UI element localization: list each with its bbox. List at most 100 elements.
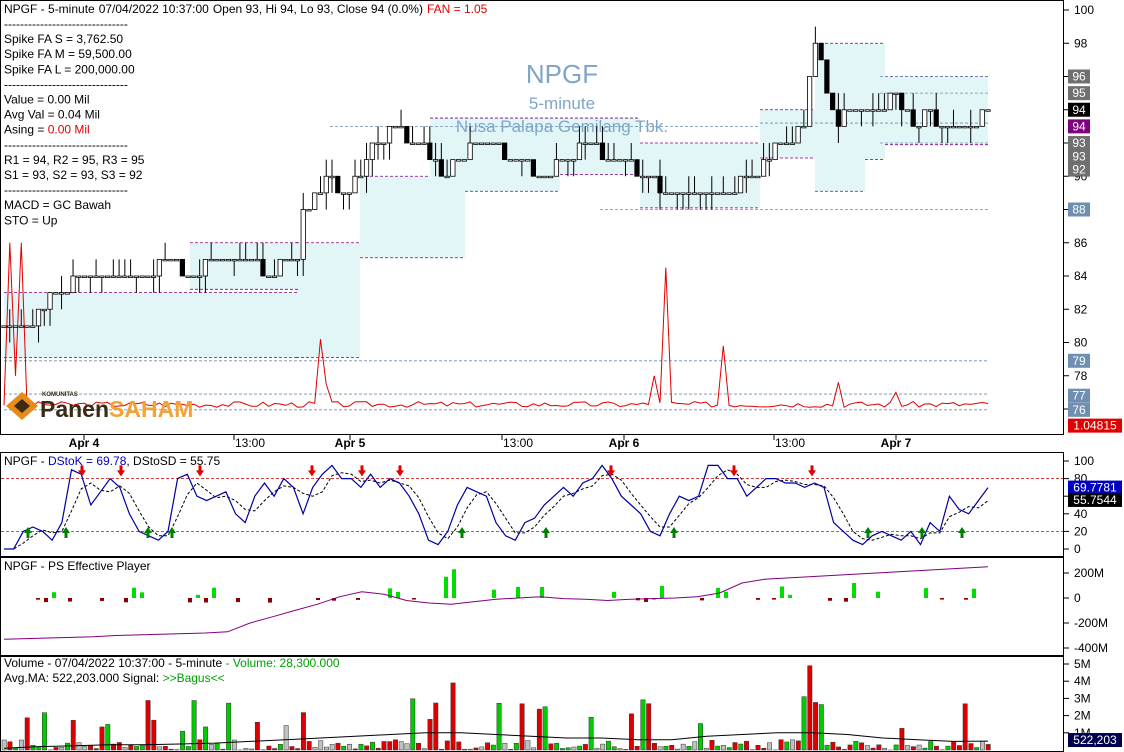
info-line: S1 = 93, S2 = 93, S3 = 92 bbox=[4, 168, 143, 182]
volume-tick-label: 4M bbox=[1074, 674, 1091, 688]
logo-word-panen: Panen bbox=[40, 396, 109, 422]
stoch-k-badge bbox=[1068, 480, 1122, 495]
candle-body bbox=[427, 142, 433, 161]
price-badge-label: 94 bbox=[1072, 103, 1086, 117]
volume-bar bbox=[116, 742, 122, 751]
volume-bar bbox=[893, 744, 899, 751]
volume-bar bbox=[277, 744, 283, 751]
header-fan: FAN = 1.05 bbox=[427, 2, 488, 16]
buy-arrow bbox=[864, 527, 872, 538]
sell-arrow bbox=[196, 465, 204, 477]
volume-bar bbox=[922, 747, 928, 751]
ps-bar bbox=[772, 598, 776, 600]
time-axis-area bbox=[0, 435, 1064, 452]
candle-body bbox=[358, 175, 364, 179]
candle-body bbox=[254, 258, 260, 262]
sell-arrow bbox=[308, 465, 316, 477]
stoch-panel-frame bbox=[0, 452, 1064, 557]
candle-body bbox=[248, 258, 255, 262]
volume-bar bbox=[358, 743, 364, 751]
info-line-text: Spike FA S = 3,762.50 bbox=[4, 32, 123, 46]
candle-body bbox=[386, 125, 393, 144]
volume-bar bbox=[496, 703, 502, 751]
candle-body bbox=[93, 275, 99, 278]
candle-body bbox=[312, 192, 318, 210]
volume-bar bbox=[76, 742, 82, 751]
volume-bar bbox=[864, 745, 870, 751]
volume-bar bbox=[162, 745, 168, 751]
candle-body bbox=[421, 142, 427, 145]
candle-body bbox=[519, 159, 525, 162]
volume-bar bbox=[594, 747, 600, 751]
stoch-tick-label: 40 bbox=[1074, 507, 1088, 521]
volume-bar bbox=[767, 742, 772, 751]
stoch-tick-label: 20 bbox=[1074, 524, 1088, 538]
candle-body bbox=[214, 258, 220, 262]
price-badge-label: 76 bbox=[1072, 403, 1086, 417]
candle-body bbox=[64, 292, 70, 295]
candle-body bbox=[576, 142, 583, 161]
price-axis: 1009896949290888684828078769695949493939… bbox=[1064, 3, 1122, 433]
price-badge bbox=[1068, 388, 1090, 403]
candle-body bbox=[237, 258, 243, 262]
volume-bar bbox=[168, 748, 174, 751]
volume-bar bbox=[945, 745, 951, 751]
candle-body bbox=[346, 192, 352, 195]
candle-body bbox=[720, 192, 726, 195]
candle-body bbox=[30, 325, 36, 328]
ps-bar bbox=[396, 591, 400, 598]
candle-body bbox=[340, 192, 347, 195]
volume-bar bbox=[30, 744, 36, 751]
volume-bar bbox=[387, 741, 393, 751]
info-line-text: S1 = 93, S2 = 93, S3 = 92 bbox=[4, 168, 143, 182]
volume-bar bbox=[692, 741, 698, 751]
candle-body bbox=[197, 275, 203, 278]
band-segment bbox=[4, 292, 298, 358]
candle-body bbox=[881, 109, 888, 112]
buy-arrow bbox=[542, 527, 550, 538]
candle-body bbox=[789, 142, 795, 145]
candle-body bbox=[352, 175, 358, 194]
volume-bar bbox=[582, 744, 588, 751]
volume-line1: Volume - 07/04/2022 10:37:00 - 5-minute … bbox=[4, 656, 340, 670]
candle-body bbox=[548, 175, 554, 179]
ps-tick-label: -400M bbox=[1074, 641, 1108, 655]
volume-bar bbox=[623, 749, 629, 751]
band-segment bbox=[865, 43, 885, 160]
info-line-text: STO = Up bbox=[4, 213, 58, 227]
volume-bar bbox=[191, 700, 197, 751]
candle-body bbox=[289, 258, 295, 262]
volume-bar bbox=[416, 743, 421, 751]
info-line-text: ------------------------------- bbox=[4, 17, 128, 31]
ps-tick-label: 200M bbox=[1074, 566, 1104, 580]
volume-bar bbox=[289, 746, 295, 751]
candle-body bbox=[502, 142, 508, 161]
candle-body bbox=[220, 258, 226, 262]
volume-bar bbox=[565, 747, 571, 751]
ps-bar bbox=[212, 587, 216, 598]
candle-body bbox=[191, 275, 197, 278]
volume-bar bbox=[600, 743, 606, 751]
candle-body bbox=[927, 109, 934, 112]
volume-bar bbox=[203, 726, 209, 751]
price-badge bbox=[1068, 136, 1090, 150]
stoch-title-text: NPGF - bbox=[4, 454, 48, 468]
candle-body bbox=[812, 42, 818, 77]
volume-bar bbox=[611, 746, 617, 751]
ps-bar bbox=[612, 591, 616, 598]
candle-body bbox=[461, 159, 467, 162]
candle-body bbox=[41, 308, 47, 312]
candle-body bbox=[979, 109, 985, 127]
info-line-text: MACD = GC Bawah bbox=[4, 198, 111, 212]
candle-body bbox=[726, 192, 732, 195]
candle-body bbox=[904, 109, 911, 112]
candle-body bbox=[398, 125, 404, 129]
volume-bar bbox=[669, 745, 675, 751]
stoch-d-series bbox=[4, 469, 989, 550]
volume-line2-text: Avg.MA: 522,203.000 Signal: bbox=[4, 671, 163, 685]
volume-bar bbox=[70, 720, 76, 751]
volume-bar bbox=[243, 748, 249, 751]
ps-bar bbox=[700, 598, 704, 601]
candle-body bbox=[760, 159, 767, 177]
